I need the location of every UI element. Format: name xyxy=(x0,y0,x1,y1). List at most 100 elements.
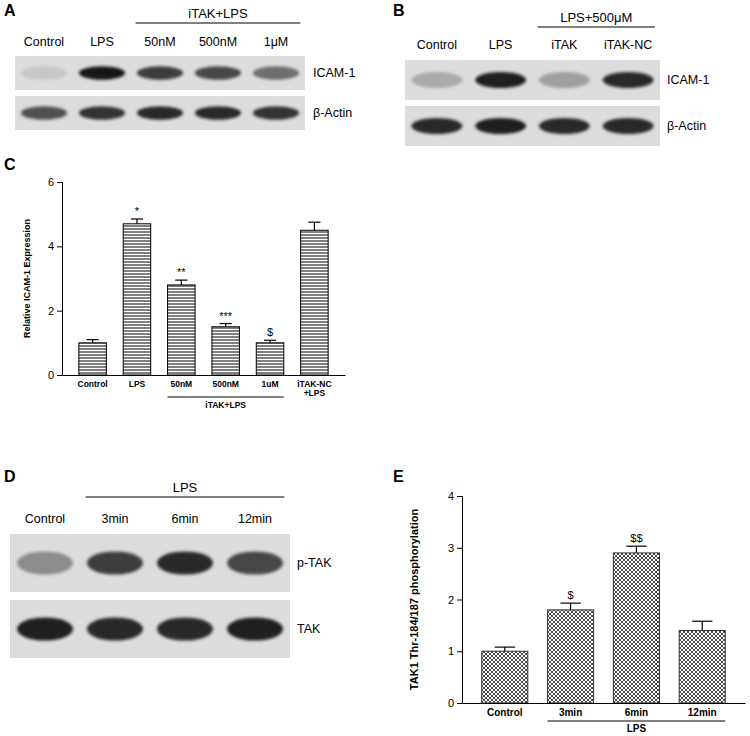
blot-band xyxy=(539,118,590,134)
significance-label: $ xyxy=(267,326,273,338)
bar xyxy=(482,651,528,703)
y-tick-label: 0 xyxy=(448,697,454,709)
chart-panel: C0246ControlLPS50nM500nM1uMiTAK-NC+LPS**… xyxy=(4,156,346,410)
lane-group-label: LPS+500μM xyxy=(560,10,632,25)
significance-label: $ xyxy=(568,589,574,601)
y-axis: 0246 xyxy=(48,176,63,381)
lane-label: Control xyxy=(417,38,457,52)
x-tick: 50nM xyxy=(170,375,192,389)
blot-band xyxy=(539,72,590,88)
blot-band xyxy=(87,551,143,574)
significance-label: $$ xyxy=(630,532,642,544)
bar xyxy=(548,610,594,703)
lane-label: LPS xyxy=(489,38,513,52)
y-tick-mark xyxy=(457,651,462,652)
x-tick-label: Control xyxy=(77,379,107,389)
blot-band xyxy=(253,106,299,120)
lane-label: LPS xyxy=(90,35,114,49)
panel-letter: D xyxy=(4,468,16,485)
lane-label: 12min xyxy=(238,512,272,526)
y-tick: 1 xyxy=(448,645,462,657)
x-axis-line xyxy=(463,703,746,704)
blot-panel: AiTAK+LPSControlLPS50nM500nM1μMICAM-1β-A… xyxy=(4,2,355,130)
lane-label: 3min xyxy=(101,512,128,526)
blot-strip xyxy=(15,96,305,130)
y-tick-label: 2 xyxy=(48,305,54,317)
blot-band xyxy=(17,551,73,574)
figure: AiTAK+LPSControlLPS50nM500nM1μMICAM-1β-A… xyxy=(0,0,750,736)
blot-panel: DLPSControl3min6min12minp-TAKTAK xyxy=(4,468,332,658)
blot-band xyxy=(227,551,283,574)
row-label: TAK xyxy=(297,622,321,636)
y-tick: 6 xyxy=(48,176,62,188)
blot-band xyxy=(475,72,526,88)
x-tick-label: 500nM xyxy=(212,379,238,389)
lane-group-line xyxy=(136,23,301,24)
blot-band xyxy=(603,72,654,88)
x-tick: iTAK-NC+LPS xyxy=(297,375,331,398)
blot-panel: BLPS+500μMControlLPSiTAKiTAK-NCICAM-1β-A… xyxy=(393,2,709,146)
x-tick-label: 1uM xyxy=(262,379,279,389)
y-axis: 01234 xyxy=(448,490,463,709)
y-tick-label: 1 xyxy=(448,645,454,657)
lane-group-line xyxy=(86,497,285,498)
x-tick: 6min xyxy=(625,703,648,718)
x-axis-line xyxy=(63,375,346,376)
blot-band xyxy=(603,118,654,134)
panel-letter: A xyxy=(4,2,16,19)
y-tick: 0 xyxy=(448,697,462,709)
blot-band xyxy=(21,66,67,80)
row-label: ICAM-1 xyxy=(667,73,709,87)
blot-band xyxy=(227,617,283,640)
plot-marks xyxy=(482,546,726,703)
y-axis-title: Relative ICAM-1 Expression xyxy=(22,219,32,338)
y-tick: 3 xyxy=(448,542,462,554)
lane-label: Control xyxy=(24,35,64,49)
bar xyxy=(123,224,151,375)
y-tick-mark xyxy=(457,496,462,497)
significance-label: *** xyxy=(219,310,233,322)
x-tick-label: 12min xyxy=(688,707,717,718)
lane-group-line xyxy=(538,27,655,28)
error-cap xyxy=(175,280,187,281)
blot-strip xyxy=(10,534,290,592)
y-tick: 2 xyxy=(448,594,462,606)
blot-band xyxy=(195,106,241,120)
y-tick-mark xyxy=(457,600,462,601)
blot-band xyxy=(475,118,526,134)
y-axis-line xyxy=(57,183,63,376)
blot-band xyxy=(21,106,67,120)
row-label: β-Actin xyxy=(313,106,352,120)
y-tick-mark xyxy=(457,548,462,549)
error-cap xyxy=(560,603,580,604)
bar xyxy=(679,631,725,703)
blot-band xyxy=(79,106,125,120)
blot-band xyxy=(157,551,213,574)
panel-letter: B xyxy=(393,2,405,19)
error-cap xyxy=(308,222,320,223)
blot-band xyxy=(195,66,241,80)
y-tick-label: 2 xyxy=(448,594,454,606)
row-label: p-TAK xyxy=(297,556,332,570)
x-axis: Control3min6min12min xyxy=(463,703,746,718)
lane-group-label: iTAK+LPS xyxy=(188,6,248,21)
blot-strip xyxy=(10,600,290,658)
x-tick: 12min xyxy=(688,703,717,718)
x-tick: 500nM xyxy=(212,375,238,389)
lane-label: 6min xyxy=(171,512,198,526)
x-axis: ControlLPS50nM500nM1uMiTAK-NC+LPS xyxy=(63,375,346,398)
x-tick: 1uM xyxy=(262,375,279,389)
blot-band xyxy=(411,72,462,88)
y-tick-label: 0 xyxy=(48,369,54,381)
row-label: β-Actin xyxy=(667,119,706,133)
error-cap xyxy=(626,546,646,547)
blot-strip xyxy=(405,60,660,100)
group-label: iTAK+LPS xyxy=(205,400,246,410)
group-label: LPS xyxy=(627,723,647,734)
error-cap xyxy=(692,621,712,622)
bar xyxy=(301,230,329,375)
blot-strip xyxy=(15,56,305,90)
lane-label: iTAK-NC xyxy=(604,38,652,52)
x-tick: Control xyxy=(77,375,107,389)
bar xyxy=(613,553,659,703)
